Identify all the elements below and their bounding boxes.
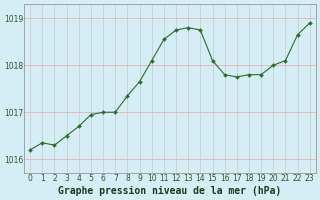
X-axis label: Graphe pression niveau de la mer (hPa): Graphe pression niveau de la mer (hPa): [58, 186, 282, 196]
